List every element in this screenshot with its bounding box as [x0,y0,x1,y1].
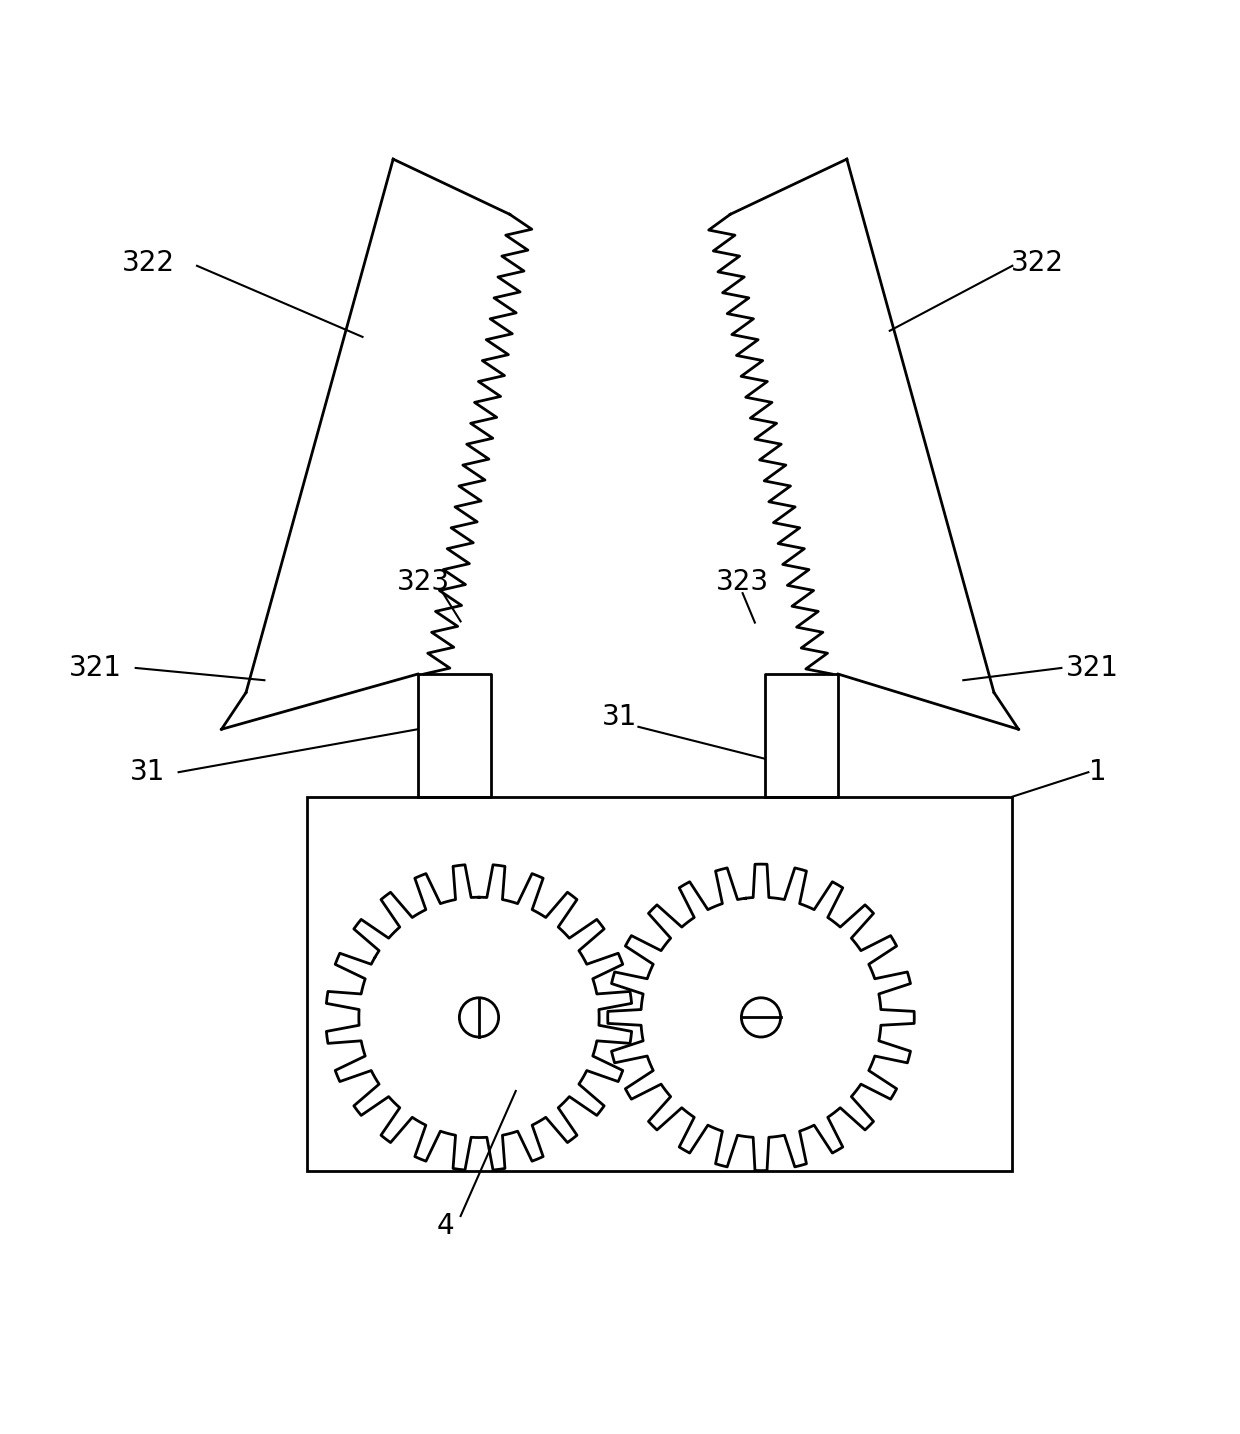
Text: 321: 321 [1065,654,1118,683]
Text: 323: 323 [397,568,450,597]
Text: 31: 31 [130,759,166,786]
Text: 31: 31 [603,703,637,731]
Text: 4: 4 [436,1212,455,1240]
Bar [308,797,1012,1170]
Text: 1: 1 [1090,759,1107,786]
Text: 322: 322 [1011,250,1064,277]
Text: 323: 323 [715,568,769,597]
Text: 321: 321 [68,654,122,683]
Text: 322: 322 [122,250,175,277]
